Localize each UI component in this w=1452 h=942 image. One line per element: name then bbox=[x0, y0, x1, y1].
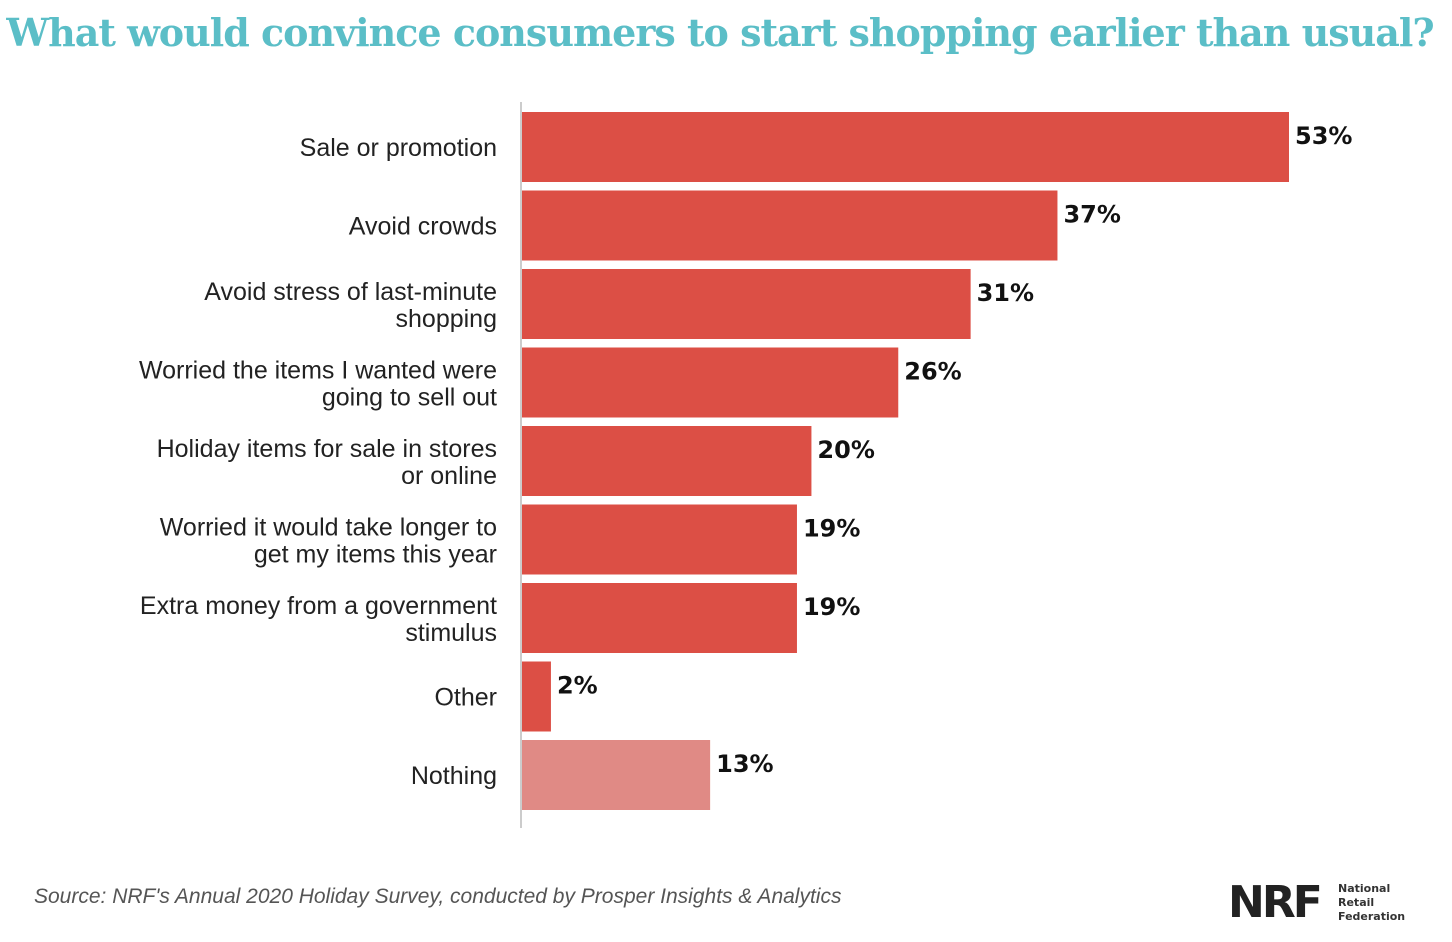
category-label: Sale or promotion bbox=[300, 134, 497, 162]
nrf-logo-line-2: Retail bbox=[1338, 896, 1375, 909]
category-label: Extra money from a government stimulus bbox=[140, 592, 497, 647]
category-label: Holiday items for sale in stores or onlin… bbox=[157, 435, 497, 490]
category-label-line: Worried the items I wanted were bbox=[139, 357, 497, 385]
bar-value-label: 19% bbox=[803, 593, 860, 621]
category-label-line: Worried it would take longer to bbox=[160, 514, 497, 542]
bar bbox=[522, 661, 551, 732]
bar bbox=[522, 426, 812, 496]
source-note: Source: NRF's Annual 2020 Holiday Survey… bbox=[34, 885, 842, 908]
bar bbox=[522, 112, 1289, 182]
category-label-line: Nothing bbox=[411, 762, 497, 790]
category-label: Avoid stress of last-minute shopping bbox=[204, 278, 497, 333]
chart-title: What would convince consumers to start s… bbox=[6, 10, 1434, 55]
category-label-line: Avoid stress of last-minute bbox=[204, 278, 497, 306]
category-label-line: Extra money from a government bbox=[140, 592, 497, 620]
bar bbox=[522, 740, 711, 810]
category-label: Worried it would take longer to get my it… bbox=[160, 514, 497, 569]
bar bbox=[522, 269, 971, 339]
bar-chart: 53% Sale or promotion 37% Avoid crowds 31% Av… bbox=[139, 102, 1352, 828]
nrf-logo-line-1: National bbox=[1338, 882, 1391, 895]
category-label: Avoid crowds bbox=[349, 213, 497, 241]
nrf-logo-line-3: Federation bbox=[1338, 910, 1406, 923]
bar-value-label: 53% bbox=[1295, 122, 1352, 150]
bar-value-label: 19% bbox=[803, 515, 860, 543]
bar-value-label: 13% bbox=[716, 750, 773, 778]
category-label-line: get my items this year bbox=[254, 541, 497, 569]
category-label-line: Other bbox=[434, 684, 497, 712]
nrf-logo-mark: NRF bbox=[1228, 877, 1323, 928]
bar bbox=[522, 190, 1058, 261]
bar bbox=[522, 504, 797, 575]
category-label-line: Sale or promotion bbox=[300, 134, 497, 162]
category-label-line: shopping bbox=[396, 305, 497, 333]
category-label-line: Avoid crowds bbox=[349, 213, 497, 241]
bar-value-label: 31% bbox=[977, 279, 1034, 307]
category-label: Other bbox=[434, 684, 497, 712]
bar-value-label: 2% bbox=[557, 672, 598, 700]
category-label: Nothing bbox=[411, 762, 497, 790]
category-label-line: or online bbox=[401, 462, 497, 490]
bar-value-label: 37% bbox=[1063, 201, 1120, 229]
bar-value-label: 20% bbox=[817, 436, 874, 464]
bar-value-label: 26% bbox=[904, 358, 961, 386]
category-label-line: stimulus bbox=[405, 619, 497, 647]
category-label-line: going to sell out bbox=[322, 384, 497, 412]
bar bbox=[522, 583, 797, 653]
bar bbox=[522, 347, 899, 418]
category-label-line: Holiday items for sale in stores bbox=[157, 435, 497, 463]
category-label: Worried the items I wanted were going to … bbox=[139, 357, 497, 412]
nrf-logo-text: National Retail Federation bbox=[1338, 882, 1405, 924]
